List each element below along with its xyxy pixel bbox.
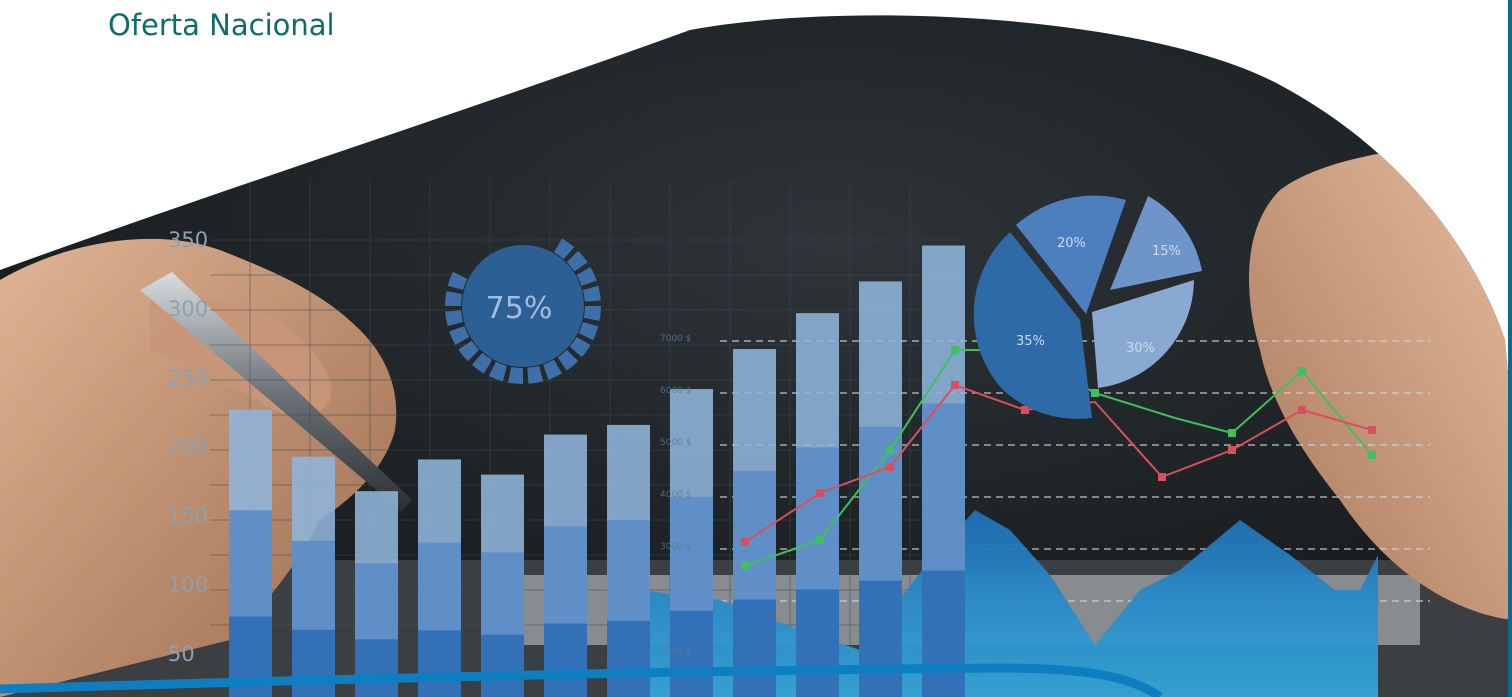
bar — [670, 389, 713, 697]
line-axis-label: 3000 $ — [660, 542, 692, 552]
bar — [607, 424, 650, 697]
pie-label-20: 20% — [1057, 236, 1086, 251]
bottom-accent-band — [0, 663, 1163, 697]
line-axis-labels: 7000 $ 6000 $ 5000 $ 4000 $ 3000 $ 1000 … — [660, 334, 692, 656]
pie-label-15: 15% — [1152, 244, 1181, 259]
bar — [922, 245, 965, 697]
progress-ring-segment — [445, 291, 463, 306]
bar — [355, 491, 398, 697]
progress-ring-segment — [543, 359, 562, 380]
y-tick-200: 200 — [168, 435, 208, 459]
progress-ring-segment — [447, 271, 468, 290]
y-tick-250: 250 — [168, 366, 208, 390]
progress-ring-segment — [527, 365, 544, 384]
progress-ring-segment — [471, 352, 492, 374]
pie-slice-35 — [973, 232, 1092, 419]
bar — [418, 459, 461, 697]
progress-ring-segment — [569, 337, 591, 358]
progress-ring-segment — [554, 238, 575, 260]
progress-ring-segment — [578, 322, 599, 341]
y-tick-300: 300 — [168, 297, 208, 321]
line-axis-label: 6000 $ — [660, 386, 692, 396]
line-axis-label: 4000 $ — [660, 490, 692, 500]
progress-ring-segment — [458, 340, 480, 362]
pie-label-30: 30% — [1126, 341, 1155, 356]
progress-ring-label: 75% — [486, 291, 553, 326]
donut-progress-icon: 75% — [445, 238, 601, 384]
progress-ring-segment — [557, 349, 579, 371]
y-tick-150: 150 — [168, 504, 208, 528]
pen-icon — [140, 272, 422, 522]
bar — [544, 434, 587, 697]
bar — [733, 349, 776, 697]
y-tick-100: 100 — [168, 573, 208, 597]
line-axis-label: 1000 $ — [660, 646, 692, 656]
progress-ring-segment — [576, 267, 597, 286]
pie-slice-30 — [1092, 280, 1194, 388]
bar — [481, 474, 524, 697]
y-tick-350: 350 — [168, 228, 208, 252]
y-tick-50: 50 — [168, 642, 195, 666]
pie-chart: 20% 15% 30% 35% — [973, 195, 1202, 419]
y-axis: 350 300 250 200 150 100 50 — [168, 228, 208, 666]
line-axis-label: 7000 $ — [660, 334, 692, 344]
bar — [292, 456, 335, 697]
right-accent-strip — [1508, 0, 1512, 697]
page-title: Oferta Nacional — [108, 8, 335, 42]
progress-ring-segment — [583, 306, 601, 321]
progress-ring-segment — [449, 326, 470, 345]
line-axis-label: 5000 $ — [660, 438, 692, 448]
pie-slice-15 — [1110, 196, 1202, 290]
pie-slice-20 — [1016, 195, 1126, 314]
progress-ring-segment — [488, 361, 507, 382]
pie-label-35: 35% — [1016, 334, 1045, 349]
bar — [229, 409, 272, 697]
progress-ring-segments — [445, 238, 601, 384]
bar — [859, 281, 902, 697]
progress-ring-segment — [508, 366, 523, 384]
progress-ring-segment — [445, 310, 464, 327]
progress-ring-segment — [566, 250, 588, 272]
bar-chart — [229, 245, 965, 697]
right-hand — [1248, 140, 1512, 620]
progress-ring-segment — [582, 285, 601, 302]
